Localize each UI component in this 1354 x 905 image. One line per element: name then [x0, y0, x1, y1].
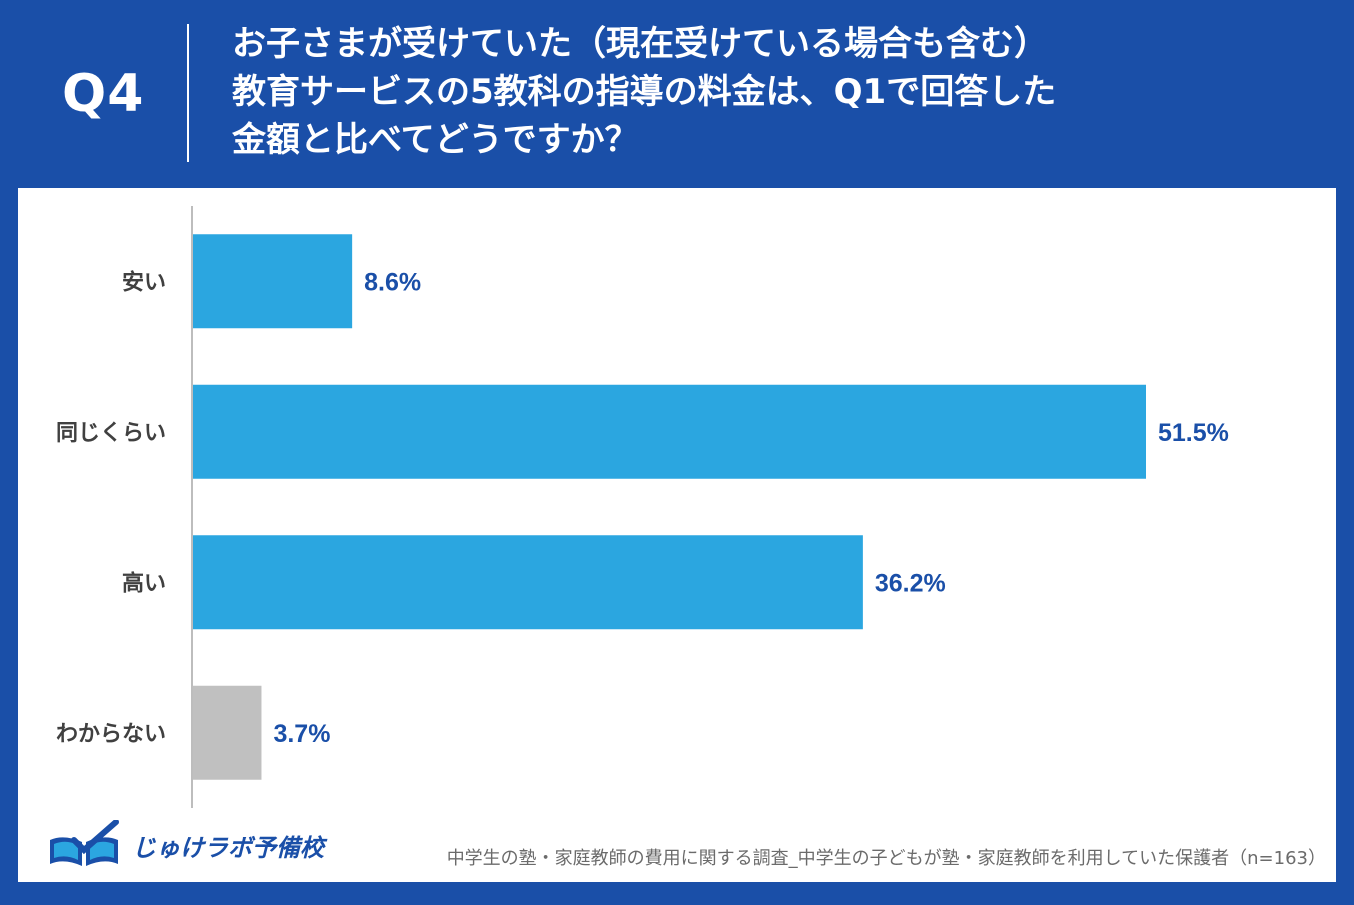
value-label-2: 51.5%: [1158, 419, 1229, 447]
value-label-1: 8.6%: [364, 268, 421, 296]
question-line-2: 教育サービスの5教科の指導の料金は、Q1で回答した: [232, 72, 1057, 112]
bar-4: [193, 685, 262, 780]
bar-3: [193, 535, 863, 630]
chart-panel: 安い 8.6% 同じくらい 51.5% 高い 36.2% わからない 3.7% じゅけラボ予備…: [18, 188, 1336, 882]
question-line-1: お子さまが受けていた（現在受けている場合も含む）: [232, 24, 1048, 64]
bar-2: [193, 384, 1146, 479]
category-label-3: 高い: [122, 570, 166, 596]
value-label-4: 3.7%: [273, 720, 330, 748]
source-note: 中学生の塾・家庭教師の費用に関する調査_中学生の子どもが塾・家庭教師を利用してい…: [446, 848, 1326, 869]
question-line-3: 金額と比べてどうですか？: [232, 120, 639, 160]
bar-1: [193, 234, 353, 329]
question-text: お子さまが受けていた（現在受けている場合も含む） 教育サービスの5教科の指導の料…: [232, 20, 1322, 164]
logo-book-icon: [50, 820, 119, 866]
value-label-3: 36.2%: [875, 569, 946, 597]
question-number: Q4: [62, 64, 145, 124]
bar-chart: 安い 8.6% 同じくらい 51.5% 高い 36.2% わからない 3.7%: [56, 206, 1229, 808]
category-label-4: わからない: [56, 722, 166, 747]
logo-text: じゅけラボ予備校: [132, 834, 324, 862]
header: Q4 お子さまが受けていた（現在受けている場合も含む） 教育サービスの5教科の指…: [0, 0, 1354, 188]
category-label-2: 同じくらい: [56, 421, 166, 446]
header-divider: [187, 24, 189, 162]
category-label-1: 安い: [122, 269, 166, 295]
logo: じゅけラボ予備校: [44, 820, 344, 870]
